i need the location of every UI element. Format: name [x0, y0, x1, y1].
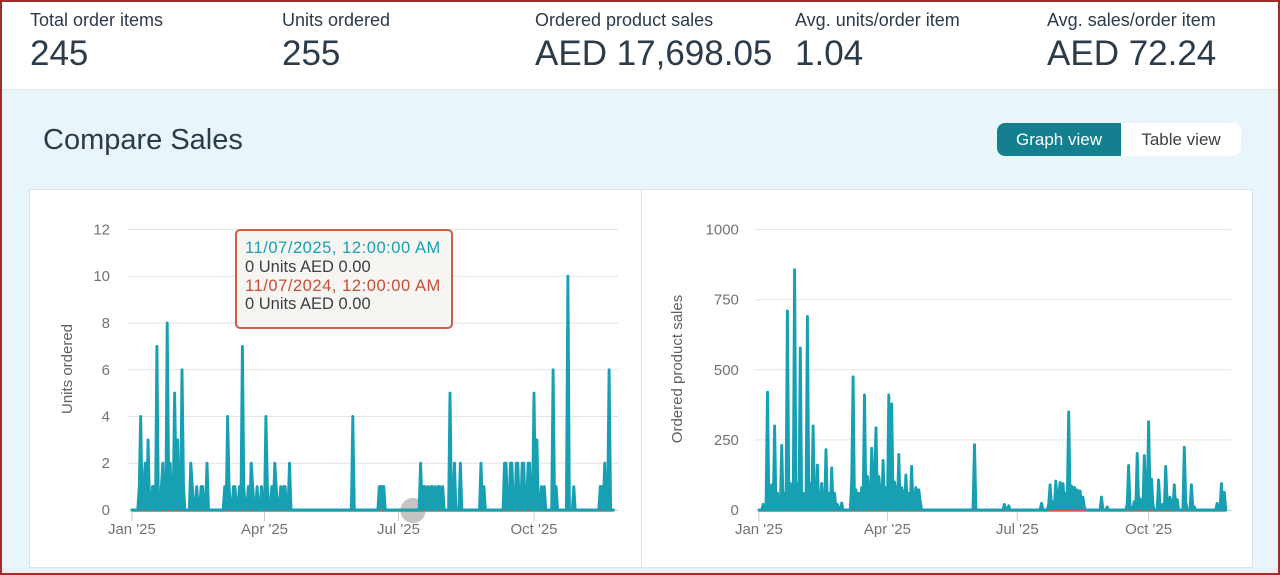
svg-text:Apr '25: Apr '25: [864, 521, 911, 538]
svg-text:Oct '25: Oct '25: [510, 521, 557, 538]
svg-text:0: 0: [731, 502, 739, 519]
svg-text:8: 8: [102, 315, 110, 332]
svg-text:750: 750: [714, 292, 739, 309]
svg-text:Jan '25: Jan '25: [735, 521, 783, 538]
svg-text:1000: 1000: [706, 222, 739, 239]
svg-text:500: 500: [714, 362, 739, 379]
svg-text:Ordered product sales: Ordered product sales: [669, 295, 686, 443]
svg-text:Jul '25: Jul '25: [996, 521, 1039, 538]
svg-text:10: 10: [93, 268, 110, 285]
svg-text:0: 0: [102, 502, 110, 519]
svg-text:Apr '25: Apr '25: [241, 521, 288, 538]
svg-text:Units ordered: Units ordered: [59, 324, 76, 414]
svg-text:6: 6: [102, 362, 110, 379]
svg-text:2: 2: [102, 455, 110, 472]
svg-text:Jan '25: Jan '25: [108, 521, 156, 538]
svg-text:Oct '25: Oct '25: [1125, 521, 1172, 538]
svg-text:Jul '25: Jul '25: [377, 521, 420, 538]
svg-text:12: 12: [93, 222, 110, 239]
svg-text:250: 250: [714, 432, 739, 449]
svg-text:4: 4: [102, 409, 110, 426]
